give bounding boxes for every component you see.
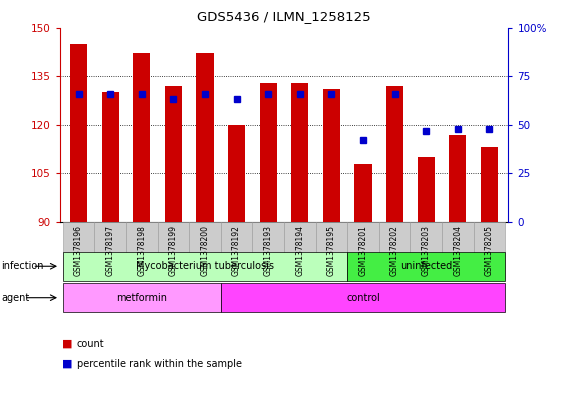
Bar [386,86,403,222]
Text: GDS5436 / ILMN_1258125: GDS5436 / ILMN_1258125 [197,10,371,23]
Text: GSM1378202: GSM1378202 [390,225,399,276]
Bar [481,147,498,222]
Text: GSM1378198: GSM1378198 [137,225,147,276]
Text: GSM1378194: GSM1378194 [295,225,304,276]
Text: agent: agent [1,293,30,303]
Bar [417,157,435,222]
Text: metformin: metformin [116,293,168,303]
Text: GSM1378204: GSM1378204 [453,225,462,276]
Bar [354,163,371,222]
Text: control: control [346,293,380,303]
Text: ■: ■ [62,358,73,369]
Bar [323,89,340,222]
Bar [133,53,151,222]
Text: count: count [77,339,105,349]
Text: ■: ■ [62,339,73,349]
Text: GSM1378199: GSM1378199 [169,225,178,276]
Text: GSM1378193: GSM1378193 [264,225,273,276]
Text: uninfected: uninfected [400,261,452,271]
Bar [165,86,182,222]
Bar [197,53,214,222]
Bar [102,92,119,222]
Text: GSM1378197: GSM1378197 [106,225,115,276]
Bar [228,125,245,222]
Bar [291,83,308,222]
Text: GSM1378201: GSM1378201 [358,225,367,276]
Text: GSM1378200: GSM1378200 [201,225,210,276]
Bar [260,83,277,222]
Text: percentile rank within the sample: percentile rank within the sample [77,358,241,369]
Text: infection: infection [1,261,44,271]
Text: GSM1378203: GSM1378203 [421,225,431,276]
Text: GSM1378205: GSM1378205 [485,225,494,276]
Text: Mycobacterium tuberculosis: Mycobacterium tuberculosis [136,261,274,271]
Text: GSM1378195: GSM1378195 [327,225,336,276]
Bar [70,44,87,222]
Bar [449,134,466,222]
Text: GSM1378196: GSM1378196 [74,225,83,276]
Text: GSM1378192: GSM1378192 [232,225,241,276]
